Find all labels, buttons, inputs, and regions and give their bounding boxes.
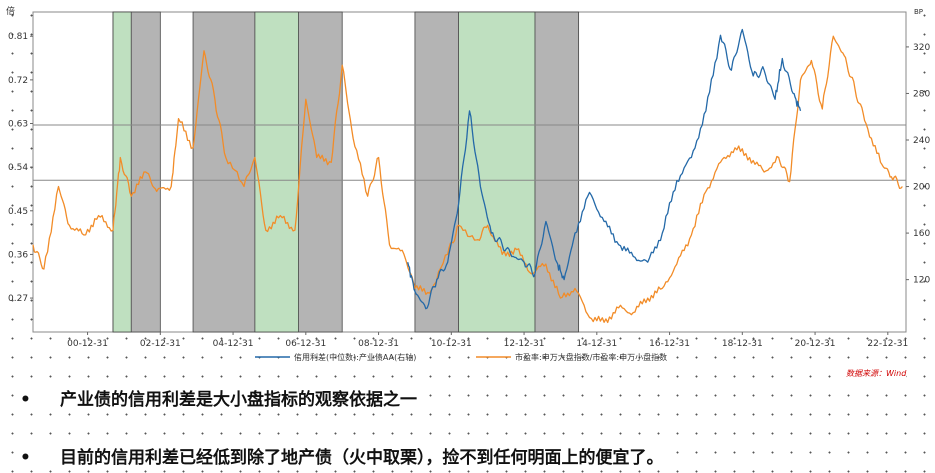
bullet-marker: • bbox=[20, 390, 31, 410]
x-tick-label: 22-12-31 bbox=[867, 339, 908, 349]
x-tick-label: 18-12-31 bbox=[722, 339, 763, 349]
left-tick-label: 0.45 bbox=[8, 207, 28, 217]
bullet-1: • 产业债的信用利差是大小盘指标的观察依据之一 bbox=[20, 385, 417, 410]
left-tick-label: 0.81 bbox=[8, 32, 28, 42]
x-axis: 00-12-31 02-12-31 04-12-31 06-12-31 08-12-31… bbox=[67, 332, 908, 349]
x-tick-label: 20-12-31 bbox=[795, 339, 836, 349]
right-tick-label: 120 bbox=[913, 276, 930, 286]
series-credit-spread-line bbox=[407, 28, 802, 310]
bullet-marker: • bbox=[20, 448, 31, 468]
shaded-period-green bbox=[112, 11, 132, 333]
left-tick-label: 0.54 bbox=[8, 163, 28, 173]
left-tick-label: 0.27 bbox=[8, 294, 28, 304]
series-lines bbox=[32, 28, 903, 324]
chart: 0.27 0.36 0.45 0.54 0.63 0.72 0.81 120 160 200 24… bbox=[6, 5, 930, 362]
x-tick-label: 10-12-31 bbox=[431, 339, 472, 349]
legend-label-pe-ratio: 市盈率:申万大盘指数/市盈率:申万小盘指数 bbox=[515, 352, 667, 362]
legend: 信用利差(中位数):产业债AA(右轴) 市盈率:申万大盘指数/市盈率:申万小盘指… bbox=[255, 352, 667, 362]
left-tick-label: 0.36 bbox=[8, 250, 28, 260]
bullet-2-text: 目前的信用利差已经低到除了地产债（火中取栗），捡不到任何明面上的便宜了。 bbox=[60, 448, 664, 468]
bullet-1-text: 产业债的信用利差是大小盘指标的观察依据之一 bbox=[60, 390, 417, 410]
right-axis-unit: BP bbox=[914, 8, 923, 16]
left-tick-label: 0.63 bbox=[8, 120, 28, 130]
shaded-period-green bbox=[254, 11, 299, 333]
bullet-2: • 目前的信用利差已经低到除了地产债（火中取栗），捡不到任何明面上的便宜了。 bbox=[20, 443, 664, 468]
x-tick-label: 14-12-31 bbox=[576, 339, 617, 349]
x-tick-label: 12-12-31 bbox=[504, 339, 545, 349]
left-axis-unit: 倍 bbox=[6, 5, 15, 17]
shaded-period-green bbox=[458, 11, 536, 333]
x-tick-label: 16-12-31 bbox=[649, 339, 690, 349]
right-tick-label: 160 bbox=[913, 229, 930, 239]
right-tick-label: 200 bbox=[913, 183, 930, 193]
left-tick-label: 0.72 bbox=[8, 76, 28, 86]
x-tick-label: 04-12-31 bbox=[213, 339, 254, 349]
data-source-note: 数据来源：Wind bbox=[846, 368, 907, 379]
left-axis: 0.27 0.36 0.45 0.54 0.63 0.72 0.81 bbox=[8, 32, 33, 304]
right-tick-label: 320 bbox=[913, 43, 930, 53]
right-tick-label: 280 bbox=[913, 89, 930, 99]
series-pe-ratio-line bbox=[32, 35, 903, 324]
right-tick-label: 240 bbox=[913, 136, 930, 146]
x-tick-label: 08-12-31 bbox=[358, 339, 399, 349]
x-tick-label: 06-12-31 bbox=[285, 339, 326, 349]
x-tick-label: 02-12-31 bbox=[140, 339, 181, 349]
x-tick-label: 00-12-31 bbox=[67, 339, 108, 349]
right-axis: 120 160 200 240 280 320 bbox=[906, 43, 930, 286]
legend-label-spread: 信用利差(中位数):产业债AA(右轴) bbox=[294, 352, 416, 362]
